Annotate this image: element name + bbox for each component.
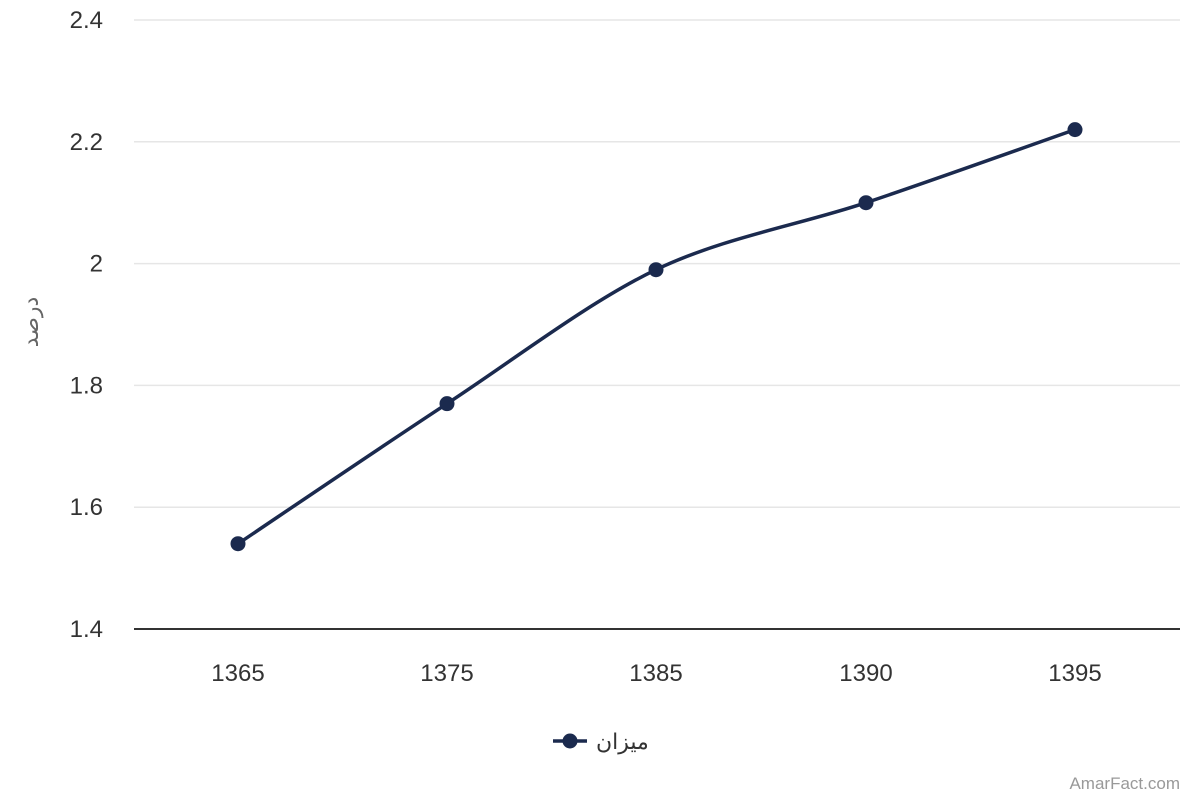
x-axis-ticks: 1365 1375 1385 1390 1395 [211,660,1101,687]
legend[interactable]: میزان [553,730,649,755]
y-axis-ticks: 1.4 1.6 1.8 2 2.2 2.4 [70,7,103,643]
x-tick-label: 1375 [420,660,473,687]
x-tick-label: 1385 [629,660,682,687]
series-group [230,122,1083,552]
x-tick-label: 1390 [839,660,892,687]
y-tick-label: 2.4 [70,7,103,34]
y-tick-label: 2 [90,251,103,278]
x-tick-label: 1365 [211,660,264,687]
y-tick-label: 1.6 [70,494,103,521]
legend-point-marker [562,733,578,749]
data-point [1067,122,1083,138]
data-point [648,262,664,278]
y-axis-label-group: درصد [19,297,44,348]
y-tick-label: 2.2 [70,129,103,156]
legend-label: میزان [596,730,649,755]
credit-text[interactable]: AmarFact.com [1069,774,1180,793]
y-tick-label: 1.8 [70,372,103,399]
x-tick-label: 1395 [1048,660,1101,687]
data-point [439,396,455,412]
series-line [237,127,1076,546]
y-axis-label: درصد [19,297,44,348]
data-point [858,195,874,211]
data-point [230,536,246,552]
y-tick-label: 1.4 [70,616,103,643]
